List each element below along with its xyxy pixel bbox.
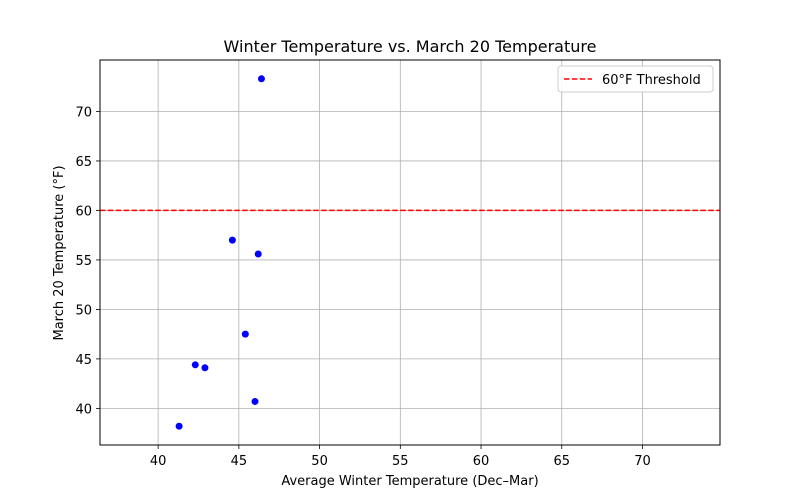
data-point [175,422,183,430]
y-tick-label: 70 [75,105,92,120]
x-tick-label: 65 [553,454,570,469]
data-point [254,250,262,258]
chart-title: Winter Temperature vs. March 20 Temperat… [224,37,597,56]
y-axis-label: March 20 Temperature (°F) [52,165,67,340]
x-tick-label: 40 [150,454,167,469]
plot-frame [99,59,721,446]
grid-lines [100,60,720,445]
y-tick-label: 65 [75,155,92,170]
y-tick-label: 60 [75,204,92,219]
x-axis-label: Average Winter Temperature (Dec–Mar) [281,474,538,489]
data-point [251,397,259,405]
data-point [257,75,265,83]
data-point [201,364,209,372]
y-tick-label: 40 [75,402,92,417]
x-tick-label: 50 [311,454,328,469]
y-tick-label: 45 [75,353,92,368]
x-tick-label: 45 [231,454,248,469]
y-axis-ticks: 40 45 50 55 60 65 70 [75,105,100,417]
y-tick-label: 50 [75,303,92,318]
data-point [228,236,236,244]
legend-threshold-label: 60°F Threshold [602,73,701,88]
x-tick-label: 60 [473,454,490,469]
legend-box [557,65,714,93]
data-point [191,361,199,369]
data-points [175,75,265,430]
y-tick-label: 55 [75,254,92,269]
data-point [241,330,249,338]
x-tick-label: 55 [392,454,409,469]
x-tick-label: 70 [634,454,651,469]
legend: 60°F Threshold [557,65,714,93]
x-axis-ticks: 40 45 50 55 60 65 70 [150,445,651,469]
